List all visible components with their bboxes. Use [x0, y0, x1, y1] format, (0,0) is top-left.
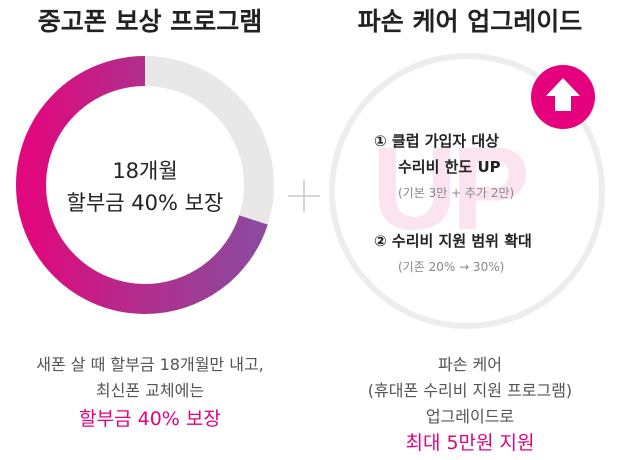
- guarantee-donut-chart: [16, 56, 274, 314]
- donut-label-months: 18개월: [112, 159, 178, 183]
- left-title: 중고폰 보상 프로그램: [37, 7, 263, 36]
- care-circle: [329, 53, 605, 329]
- up-arrow-icon: [531, 65, 595, 129]
- right-desc-line1: 파손 케어: [438, 355, 502, 374]
- item2-line1: ② 수리비 지원 범위 확대: [374, 232, 532, 250]
- item1-sub: (기본 3만 + 추가 2만): [398, 186, 515, 200]
- left-desc-line2: 최신폰 교체에는: [95, 381, 205, 400]
- left-desc-line1: 새폰 살 때 할부금 18개월만 내고,: [36, 355, 264, 374]
- item1-line1: ① 클럽 가입자 대상: [374, 132, 499, 150]
- right-highlight: 최대 5만원 지원: [405, 432, 535, 454]
- right-title: 파손 케어 업그레이드: [357, 7, 583, 36]
- item2-sub: (기존 20% → 30%): [398, 260, 505, 274]
- right-desc-line3: 업그레이드로: [425, 407, 515, 426]
- left-highlight: 할부금 40% 보장: [79, 408, 221, 430]
- plus-icon: [288, 180, 320, 212]
- donut-progress-ring: [16, 56, 274, 314]
- right-desc-line2: (휴대폰 수리비 지원 프로그램): [367, 381, 573, 400]
- donut-label-guarantee: 할부금 40% 보장: [66, 191, 224, 215]
- up-watermark: UP: [372, 123, 530, 255]
- item1-line2: 수리비 한도 UP: [398, 158, 501, 176]
